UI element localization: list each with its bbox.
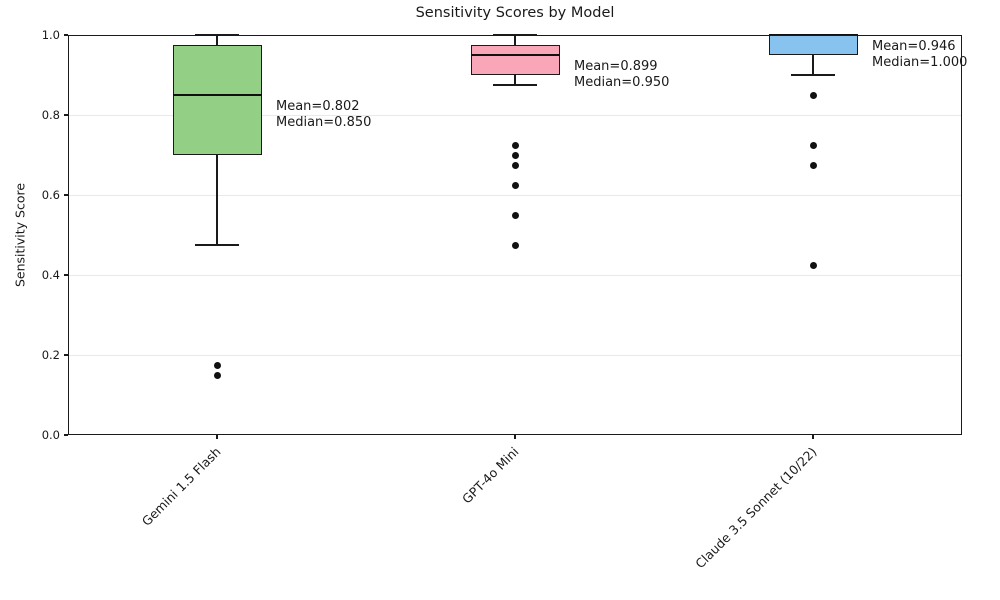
annotation-gpt-4o-mini: Mean=0.899 Median=0.950 (574, 59, 669, 91)
y-tick-label: 0.6 (41, 188, 60, 202)
x-tick-label-claude-3-5-sonnet-10-22: Claude 3.5 Sonnet (10/22) (692, 444, 820, 572)
whisker-cap-lower-claude-3-5-sonnet-10-22 (791, 74, 835, 76)
y-tick-mark (64, 354, 68, 356)
whisker-cap-upper-gpt-4o-mini (493, 34, 537, 36)
whisker-line-upper-gpt-4o-mini (514, 35, 516, 45)
annotation-line: Median=0.850 (276, 115, 372, 130)
y-tick-label: 0.0 (41, 428, 60, 442)
box-gemini-1-5-flash (172, 45, 262, 155)
y-tick-label: 0.4 (41, 268, 60, 282)
outlier-dot-gpt-4o-mini (511, 181, 519, 189)
median-line-claude-3-5-sonnet-10-22 (768, 33, 858, 37)
box-gpt-4o-mini (470, 45, 560, 75)
outlier-dot-claude-3-5-sonnet-10-22 (809, 261, 817, 269)
annotation-line: Mean=0.946 (872, 39, 956, 54)
outlier-dot-claude-3-5-sonnet-10-22 (809, 91, 817, 99)
outlier-dot-gpt-4o-mini (511, 211, 519, 219)
annotation-gemini-1-5-flash: Mean=0.802 Median=0.850 (276, 99, 371, 131)
y-tick-mark (64, 194, 68, 196)
y-tick-mark (64, 34, 68, 36)
whisker-cap-upper-gemini-1-5-flash (195, 34, 239, 36)
box-claude-3-5-sonnet-10-22 (768, 35, 858, 55)
y-tick-mark (64, 274, 68, 276)
outlier-dot-gpt-4o-mini (511, 141, 519, 149)
y-tick-label: 0.2 (41, 348, 60, 362)
gridline (68, 274, 962, 276)
gridline (68, 194, 962, 196)
whisker-line-upper-gemini-1-5-flash (216, 35, 218, 45)
outlier-dot-gpt-4o-mini (511, 151, 519, 159)
annotation-claude-3-5-sonnet-10-22: Mean=0.946 Median=1.000 (872, 39, 967, 71)
annotation-line: Mean=0.802 (276, 99, 360, 114)
whisker-line-lower-gpt-4o-mini (514, 75, 516, 85)
x-tick-mark (216, 435, 218, 439)
gridline (68, 114, 962, 116)
outlier-dot-gemini-1-5-flash (213, 371, 221, 379)
outlier-dot-claude-3-5-sonnet-10-22 (809, 141, 817, 149)
whisker-cap-lower-gemini-1-5-flash (195, 244, 239, 246)
x-tick-mark (514, 435, 516, 439)
annotation-line: Median=1.000 (872, 55, 968, 70)
x-tick-label-gpt-4o-mini: GPT-4o Mini (459, 444, 522, 507)
whisker-line-lower-gemini-1-5-flash (216, 155, 218, 245)
y-tick-label: 1.0 (41, 28, 60, 42)
outlier-dot-gemini-1-5-flash (213, 361, 221, 369)
gridline (68, 354, 962, 356)
median-line-gemini-1-5-flash (172, 93, 262, 97)
annotation-line: Median=0.950 (574, 75, 670, 90)
y-tick-label: 0.8 (41, 108, 60, 122)
outlier-dot-claude-3-5-sonnet-10-22 (809, 161, 817, 169)
chart-title: Sensitivity Scores by Model (415, 5, 615, 21)
median-line-gpt-4o-mini (470, 53, 560, 57)
whisker-cap-lower-gpt-4o-mini (493, 84, 537, 86)
whisker-line-lower-claude-3-5-sonnet-10-22 (812, 55, 814, 75)
outlier-dot-gpt-4o-mini (511, 161, 519, 169)
x-tick-mark (812, 435, 814, 439)
x-tick-label-gemini-1-5-flash: Gemini 1.5 Flash (138, 444, 224, 529)
outlier-dot-gpt-4o-mini (511, 241, 519, 249)
y-tick-mark (64, 114, 68, 116)
y-tick-mark (64, 434, 68, 436)
annotation-line: Mean=0.899 (574, 59, 658, 74)
